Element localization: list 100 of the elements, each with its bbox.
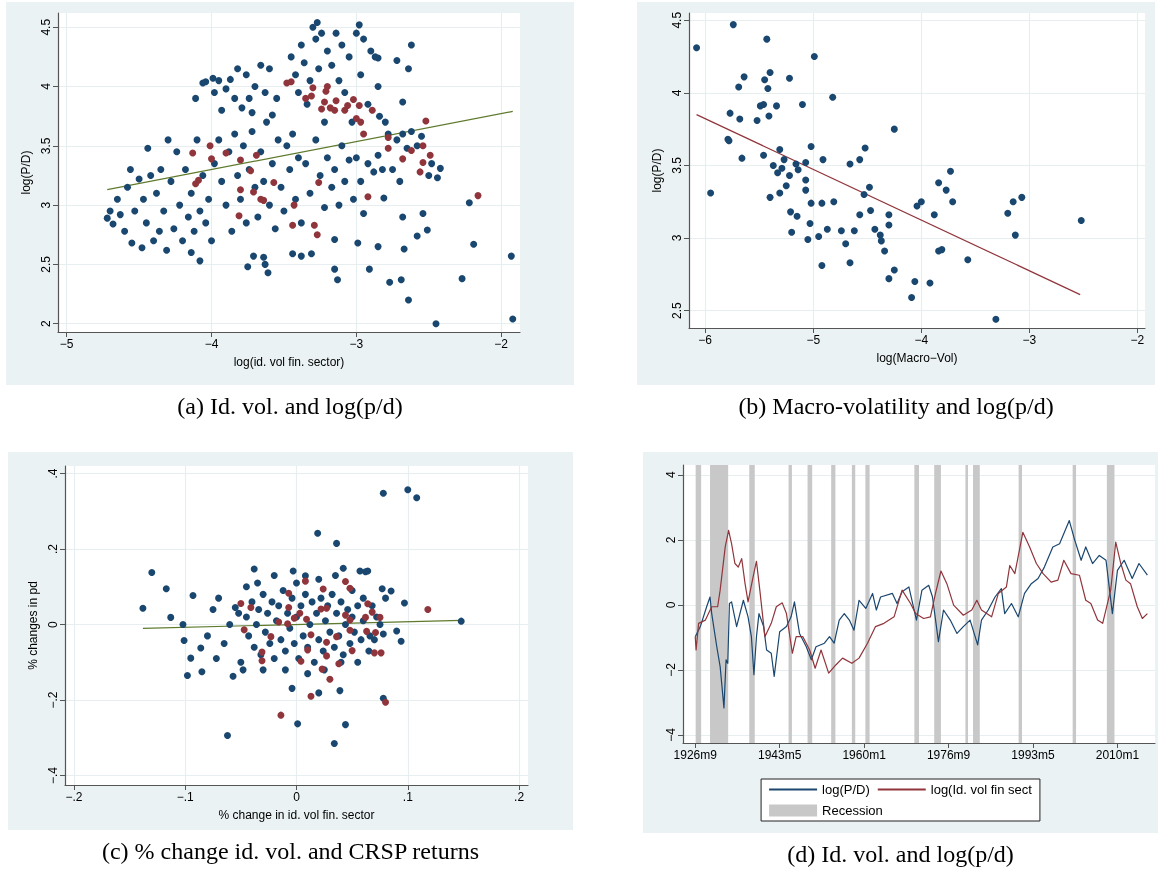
y-tick-label: 0	[46, 620, 60, 628]
x-tick-label: 2010m1	[1095, 748, 1140, 762]
point	[368, 106, 376, 114]
y-tick-label: −.4	[46, 766, 60, 785]
y-tick-label: 4	[670, 89, 684, 97]
y-tick-label: 4.5	[39, 18, 53, 36]
y-tick-label: 2	[39, 320, 53, 328]
x-tick-label: −3	[1022, 333, 1037, 347]
x-tick-label: −.1	[176, 790, 195, 804]
point	[250, 188, 258, 196]
x-tick-label: .2	[514, 790, 525, 804]
point	[323, 638, 331, 646]
point	[377, 649, 385, 657]
point	[349, 96, 357, 104]
legend-label: log(Id. vol fin sect	[930, 782, 1033, 797]
point	[426, 151, 434, 159]
x-tick-label: −3	[349, 337, 364, 351]
x-tick-label: −5	[806, 333, 821, 347]
y-tick-label: −4	[664, 727, 678, 742]
y-axis-title: log(P/D)	[650, 148, 664, 193]
point	[236, 156, 244, 164]
point	[247, 604, 255, 612]
x-axis-title: log(id. vol fin. sector)	[233, 355, 345, 369]
point	[357, 118, 365, 126]
point	[267, 633, 275, 641]
x-tick-label: 0	[293, 790, 301, 804]
point	[323, 83, 331, 91]
y-tick-label: .4	[46, 468, 60, 479]
point	[419, 158, 427, 166]
y-tick-label: 3.5	[670, 156, 684, 174]
y-axis-title: log(P/D)	[19, 150, 33, 195]
text: (d) Id. vol. and log(p/d)	[786, 841, 1015, 868]
point	[285, 604, 293, 612]
point	[364, 193, 372, 201]
point	[319, 585, 327, 593]
x-tick-label: 1926m9	[673, 748, 718, 762]
point	[419, 142, 427, 150]
y-tick-label: −2	[664, 662, 678, 677]
y-tick-label: 2.5	[39, 255, 53, 273]
y-tick-label: 3	[670, 234, 684, 242]
y-tick-label: 0	[664, 601, 678, 609]
point	[332, 97, 340, 105]
x-tick-label: −.2	[65, 790, 83, 804]
point	[474, 192, 482, 200]
point	[362, 613, 369, 621]
point	[310, 221, 318, 229]
y-tick-label: 2	[664, 536, 678, 544]
x-tick-label: 1960m1	[842, 748, 887, 762]
point	[307, 631, 315, 639]
point	[208, 155, 216, 163]
point	[284, 620, 292, 628]
point	[307, 92, 315, 100]
x-tick-label: −4	[204, 337, 219, 351]
line-series	[694, 520, 1148, 709]
point	[346, 626, 354, 634]
point	[240, 626, 248, 634]
x-tick-label: .1	[402, 790, 414, 804]
line-series	[694, 529, 1148, 674]
point	[368, 608, 376, 616]
point	[364, 600, 372, 608]
point	[287, 78, 295, 86]
point	[315, 179, 323, 187]
point	[355, 102, 363, 109]
x-tick-label: −2	[1130, 333, 1145, 347]
legend-label: Recession	[822, 803, 883, 818]
y-tick-label: 4	[39, 82, 53, 90]
text: (c) % change id. vol. and CRSP returns	[100, 838, 480, 865]
x-tick-label: 1943m5	[757, 748, 802, 762]
point	[192, 180, 200, 188]
point	[313, 231, 321, 239]
x-tick-label: −4	[914, 333, 929, 347]
text: (b) Macro-volatility and log(p/d)	[737, 393, 1055, 420]
point	[258, 657, 266, 665]
point	[341, 578, 349, 586]
point	[235, 212, 243, 220]
point	[363, 627, 371, 635]
legend-label: log(P/D)	[822, 782, 870, 797]
point	[331, 106, 339, 114]
y-tick-label: .2	[46, 543, 60, 555]
point	[424, 605, 432, 613]
point	[370, 649, 378, 657]
point	[303, 615, 311, 623]
y-tick-label: 4	[664, 471, 678, 479]
point	[301, 577, 309, 585]
x-tick-label: −2	[494, 337, 509, 351]
point	[344, 102, 352, 109]
point	[289, 221, 297, 229]
point	[323, 652, 331, 660]
point	[422, 117, 430, 125]
y-tick-label: 3.5	[39, 137, 53, 155]
point	[206, 142, 214, 150]
point	[341, 611, 349, 619]
point	[360, 130, 368, 138]
y-tick-label: −.2	[46, 691, 60, 709]
point	[372, 628, 380, 636]
x-tick-label: −5	[59, 337, 74, 351]
y-tick-label: 3	[39, 201, 53, 209]
point	[296, 609, 304, 617]
point	[348, 647, 356, 655]
point	[384, 144, 392, 152]
